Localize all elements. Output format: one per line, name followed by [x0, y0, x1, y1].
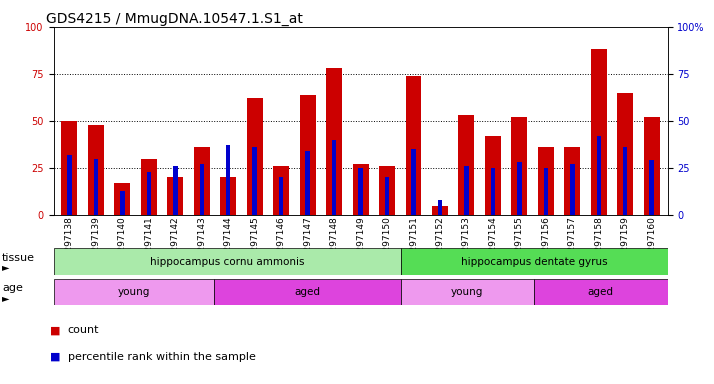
Text: young: young — [451, 287, 483, 297]
Text: count: count — [68, 325, 99, 335]
Bar — [146, 172, 151, 215]
Text: aged: aged — [294, 287, 320, 297]
Bar — [226, 146, 231, 215]
Bar — [88, 125, 104, 215]
Bar — [438, 200, 442, 215]
Bar — [517, 162, 522, 215]
Bar — [491, 168, 495, 215]
Text: ■: ■ — [50, 325, 61, 335]
Bar — [401, 248, 668, 275]
Text: young: young — [118, 287, 150, 297]
Bar — [458, 115, 474, 215]
Bar — [485, 136, 501, 215]
Bar — [247, 98, 263, 215]
Bar — [114, 183, 130, 215]
Bar — [411, 149, 416, 215]
Bar — [597, 136, 601, 215]
Bar — [644, 117, 660, 215]
Bar — [379, 166, 395, 215]
Bar — [273, 166, 289, 215]
Bar — [358, 168, 363, 215]
Bar — [623, 147, 628, 215]
Text: GDS4215 / MmugDNA.10547.1.S1_at: GDS4215 / MmugDNA.10547.1.S1_at — [46, 12, 303, 25]
Bar — [406, 76, 421, 215]
Bar — [120, 190, 124, 215]
Bar — [650, 161, 654, 215]
Text: hippocampus cornu ammonis: hippocampus cornu ammonis — [150, 257, 304, 266]
Bar — [538, 147, 554, 215]
Bar — [401, 279, 534, 305]
Bar — [54, 279, 213, 305]
Text: ■: ■ — [50, 352, 61, 362]
Text: ►: ► — [2, 262, 10, 272]
Bar — [279, 177, 283, 215]
Bar — [432, 206, 448, 215]
Bar — [385, 177, 389, 215]
Bar — [564, 147, 580, 215]
Bar — [213, 279, 401, 305]
Bar — [173, 166, 178, 215]
Bar — [570, 164, 575, 215]
Bar — [534, 279, 668, 305]
Bar — [94, 159, 98, 215]
Bar — [618, 93, 633, 215]
Bar — [543, 168, 548, 215]
Bar — [511, 117, 528, 215]
Bar — [253, 147, 257, 215]
Text: age: age — [2, 283, 23, 293]
Bar — [590, 50, 607, 215]
Text: hippocampus dentate gyrus: hippocampus dentate gyrus — [461, 257, 608, 266]
Bar — [141, 159, 157, 215]
Bar — [353, 164, 368, 215]
Bar — [300, 94, 316, 215]
Text: ►: ► — [2, 293, 10, 303]
Bar — [167, 177, 183, 215]
Bar — [464, 166, 468, 215]
Bar — [199, 164, 204, 215]
Bar — [326, 68, 342, 215]
Bar — [61, 121, 77, 215]
Bar — [332, 140, 336, 215]
Text: aged: aged — [588, 287, 614, 297]
Bar — [221, 177, 236, 215]
Bar — [306, 151, 310, 215]
Text: percentile rank within the sample: percentile rank within the sample — [68, 352, 256, 362]
Bar — [193, 147, 210, 215]
Bar — [67, 155, 71, 215]
Text: tissue: tissue — [2, 253, 35, 263]
Bar — [54, 248, 401, 275]
